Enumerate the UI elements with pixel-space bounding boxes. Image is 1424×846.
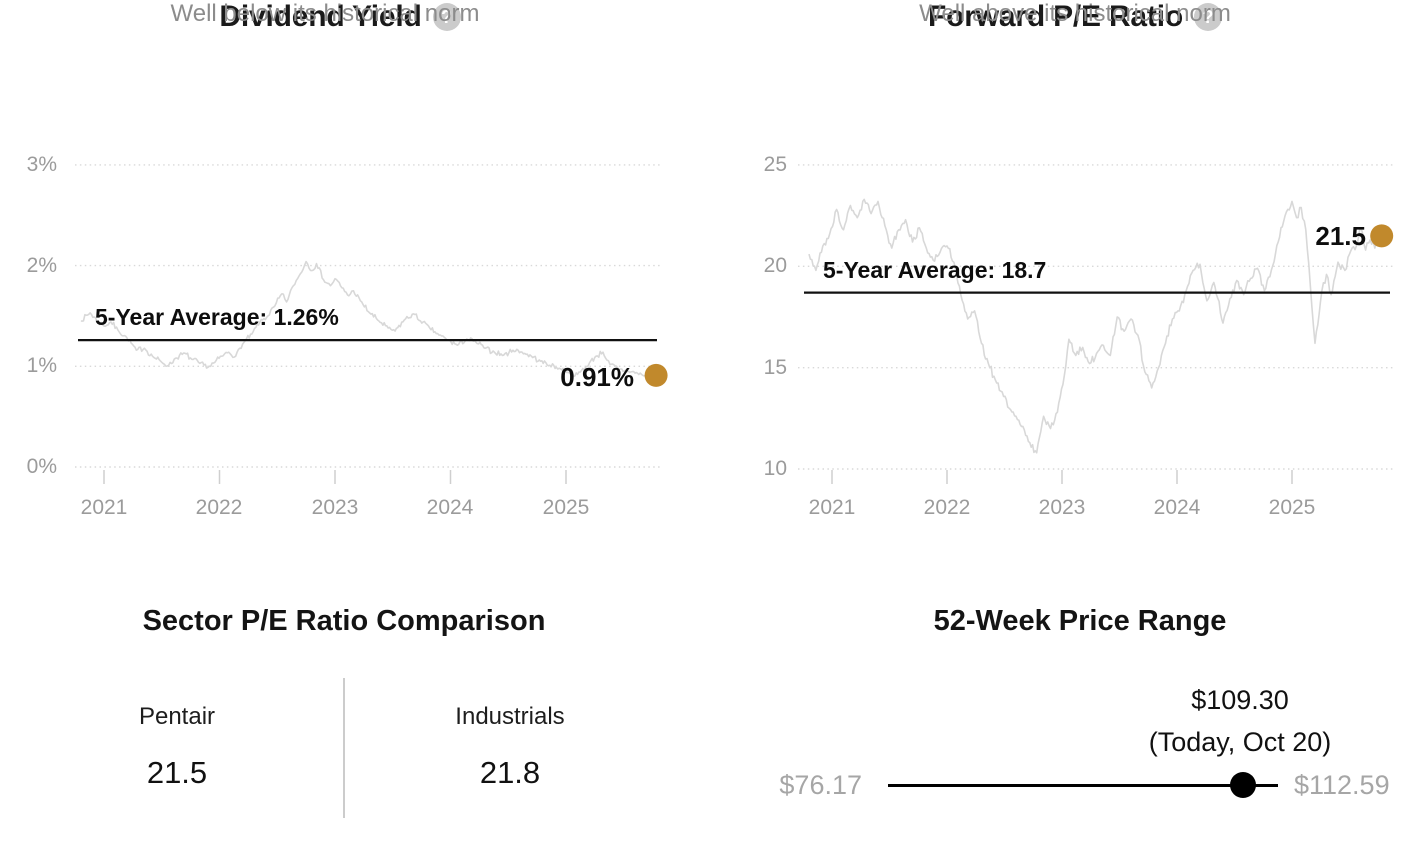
company-pe-value: 21.5: [146, 755, 208, 790]
x-tick-label: 2021: [808, 496, 856, 519]
x-tick-label: 2025: [1268, 496, 1316, 519]
x-tick-label: 2021: [80, 496, 128, 519]
y-tick-label: 10: [763, 457, 787, 480]
sector-name: Industrials: [455, 703, 565, 730]
x-tick-label: 2024: [1153, 496, 1201, 519]
x-tick-label: 2023: [1038, 496, 1086, 519]
chart-subtitle: Well below its historical norm: [170, 0, 480, 27]
high-price-label: $112.59: [1294, 770, 1390, 800]
y-tick-label: 25: [763, 153, 787, 176]
y-tick-label: 1%: [26, 354, 57, 377]
current-value-dot: [644, 363, 668, 387]
x-tick-label: 2025: [542, 496, 590, 519]
forward-pe-chart[interactable]: [712, 140, 1424, 520]
average-line-label: 5-Year Average: 18.7: [823, 257, 1047, 283]
sector-pe-value: 21.8: [479, 755, 541, 790]
chart-subtitle: Well above its historical norm: [919, 0, 1231, 27]
current-value-label: 21.5: [1315, 221, 1366, 251]
current-price-label: $109.30: [1191, 685, 1289, 715]
current-value-dot: [1370, 224, 1394, 248]
sector-comparison-title: Sector P/E Ratio Comparison: [142, 605, 546, 637]
column-divider: [343, 678, 345, 818]
low-price-label: $76.17: [779, 770, 862, 800]
company-name: Pentair: [138, 703, 216, 730]
x-tick-label: 2022: [195, 496, 243, 519]
y-tick-label: 0%: [26, 455, 57, 478]
x-tick-label: 2022: [923, 496, 971, 519]
chart-title: Dividend Yield: [219, 0, 422, 33]
question-mark-icon[interactable]: ?: [432, 3, 461, 31]
y-tick-label: 3%: [26, 153, 57, 176]
current-price-date: (Today, Oct 20): [1148, 727, 1332, 757]
chart-title: Forward P/E Ratio: [928, 0, 1183, 33]
y-tick-label: 2%: [26, 254, 57, 277]
price-range-title: 52-Week Price Range: [933, 605, 1227, 637]
y-tick-label: 20: [763, 254, 787, 277]
question-mark-icon[interactable]: ?: [1193, 3, 1222, 31]
forward-pe-header: Forward P/E Ratio ?: [726, 0, 1424, 34]
y-tick-label: 15: [763, 356, 787, 379]
dividend-yield-chart[interactable]: [0, 140, 690, 520]
price-range-handle: [1229, 772, 1256, 798]
current-value-label: 0.91%: [560, 362, 634, 392]
average-line-label: 5-Year Average: 1.26%: [95, 304, 339, 330]
price-range-track: [888, 784, 1278, 787]
x-tick-label: 2024: [426, 496, 474, 519]
dividend-yield-header: Dividend Yield ?: [0, 0, 680, 34]
x-tick-label: 2023: [311, 496, 359, 519]
